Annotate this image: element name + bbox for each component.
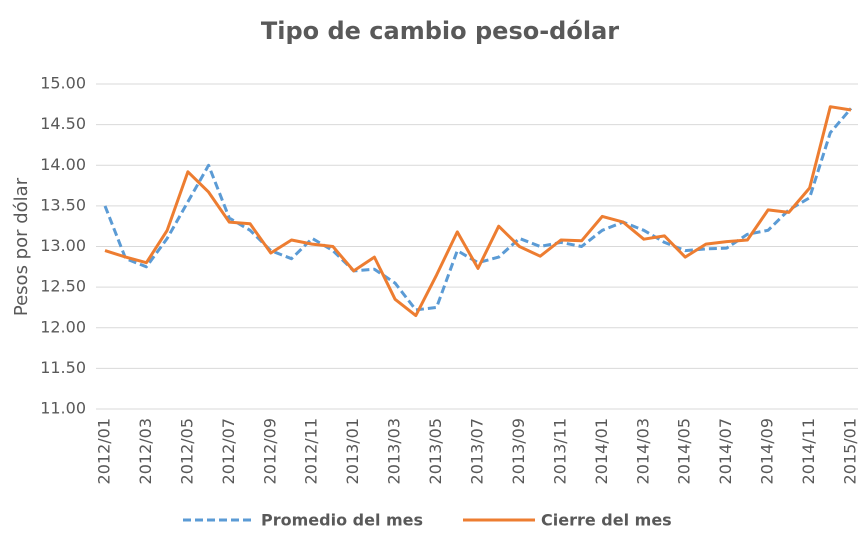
x-tick-label: 2014/07: [716, 418, 735, 484]
chart-title: Tipo de cambio peso-dólar: [261, 17, 619, 45]
x-tick-label: 2013/09: [509, 418, 528, 484]
x-tick-label: 2014/01: [592, 418, 611, 484]
x-tick-label: 2012/03: [136, 418, 155, 484]
x-tick-label: 2012/09: [260, 418, 279, 484]
y-tick-label: 13.00: [40, 236, 86, 255]
y-tick-label: 12.50: [40, 277, 86, 296]
legend-label: Promedio del mes: [261, 511, 423, 530]
x-tick-label: 2014/11: [799, 418, 818, 484]
y-tick-label: 13.50: [40, 195, 86, 214]
x-tick-label: 2012/11: [302, 418, 321, 484]
y-tick-label: 12.00: [40, 317, 86, 336]
x-tick-label: 2013/01: [343, 418, 362, 484]
x-tick-label: 2014/03: [633, 418, 652, 484]
x-tick-label: 2013/03: [385, 418, 404, 484]
x-tick-label: 2014/05: [675, 418, 694, 484]
y-tick-label: 15.00: [40, 74, 86, 93]
x-tick-label: 2014/09: [758, 418, 777, 484]
series-line: [103, 107, 853, 312]
legend-label: Cierre del mes: [541, 511, 672, 530]
y-tick-label: 11.00: [40, 399, 86, 418]
x-tick-label: 2012/01: [95, 418, 114, 484]
x-tick-label: 2012/07: [219, 418, 238, 484]
x-tick-label: 2013/05: [426, 418, 445, 484]
x-tick-label: 2012/05: [177, 418, 196, 484]
x-tick-label: 2015/01: [841, 418, 858, 484]
y-axis-label: Pesos por dólar: [11, 177, 32, 316]
y-tick-label: 11.50: [40, 358, 86, 377]
y-tick-label: 14.50: [40, 114, 86, 133]
series-line: [104, 105, 852, 318]
y-tick-label: 14.00: [40, 155, 86, 174]
x-tick-label: 2013/07: [468, 418, 487, 484]
x-tick-label: 2013/11: [550, 418, 569, 484]
